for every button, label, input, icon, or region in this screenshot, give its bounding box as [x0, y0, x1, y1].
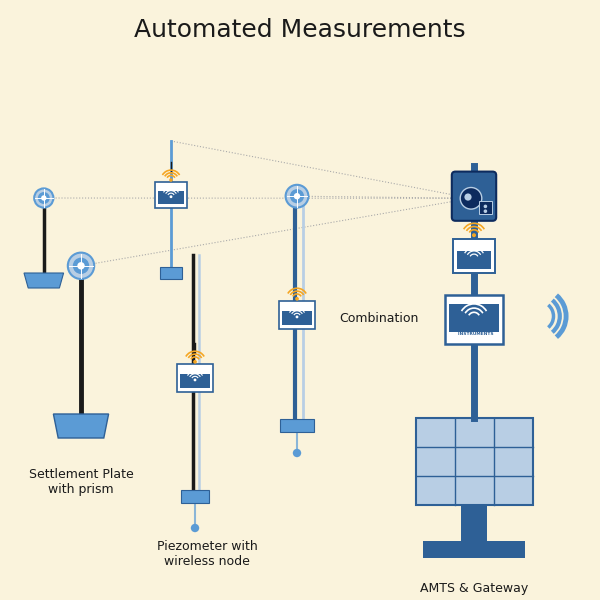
- Circle shape: [296, 316, 298, 317]
- Bar: [461, 505, 487, 541]
- Circle shape: [41, 196, 46, 200]
- Bar: [180, 374, 210, 388]
- Text: Combination: Combination: [339, 311, 418, 325]
- Bar: [457, 251, 491, 269]
- Bar: [158, 191, 184, 204]
- Circle shape: [473, 234, 475, 236]
- Text: ● GEO
  INSTRUMENTS: ● GEO INSTRUMENTS: [455, 328, 493, 336]
- Circle shape: [170, 179, 172, 181]
- Bar: [181, 490, 209, 503]
- Polygon shape: [24, 273, 64, 288]
- Circle shape: [194, 379, 196, 380]
- Polygon shape: [53, 414, 109, 438]
- Circle shape: [296, 298, 298, 300]
- Circle shape: [68, 253, 94, 279]
- Circle shape: [484, 205, 487, 208]
- FancyBboxPatch shape: [452, 172, 496, 221]
- FancyBboxPatch shape: [453, 239, 496, 273]
- Circle shape: [170, 196, 172, 197]
- Circle shape: [191, 524, 199, 532]
- FancyBboxPatch shape: [278, 301, 316, 329]
- Bar: [280, 419, 314, 432]
- Circle shape: [484, 209, 487, 213]
- Circle shape: [194, 361, 196, 363]
- Circle shape: [286, 185, 308, 208]
- FancyBboxPatch shape: [445, 295, 503, 343]
- Circle shape: [38, 192, 50, 204]
- Circle shape: [34, 188, 53, 208]
- Circle shape: [294, 193, 300, 199]
- Text: Piezometer with
wireless node: Piezometer with wireless node: [157, 540, 257, 568]
- Circle shape: [460, 187, 482, 209]
- Circle shape: [73, 257, 89, 274]
- FancyBboxPatch shape: [176, 364, 214, 392]
- Bar: [479, 201, 492, 214]
- Bar: [449, 304, 499, 332]
- Text: Settlement Plate
with prism: Settlement Plate with prism: [29, 468, 133, 496]
- Circle shape: [464, 193, 472, 200]
- Circle shape: [293, 449, 301, 457]
- Circle shape: [290, 189, 304, 203]
- Bar: [283, 311, 312, 325]
- Text: Automated Measurements: Automated Measurements: [134, 18, 466, 42]
- Bar: [160, 267, 182, 279]
- FancyBboxPatch shape: [423, 541, 525, 558]
- Text: AMTS & Gateway: AMTS & Gateway: [420, 582, 528, 595]
- FancyBboxPatch shape: [155, 182, 187, 208]
- Bar: [415, 418, 533, 505]
- Circle shape: [77, 262, 85, 269]
